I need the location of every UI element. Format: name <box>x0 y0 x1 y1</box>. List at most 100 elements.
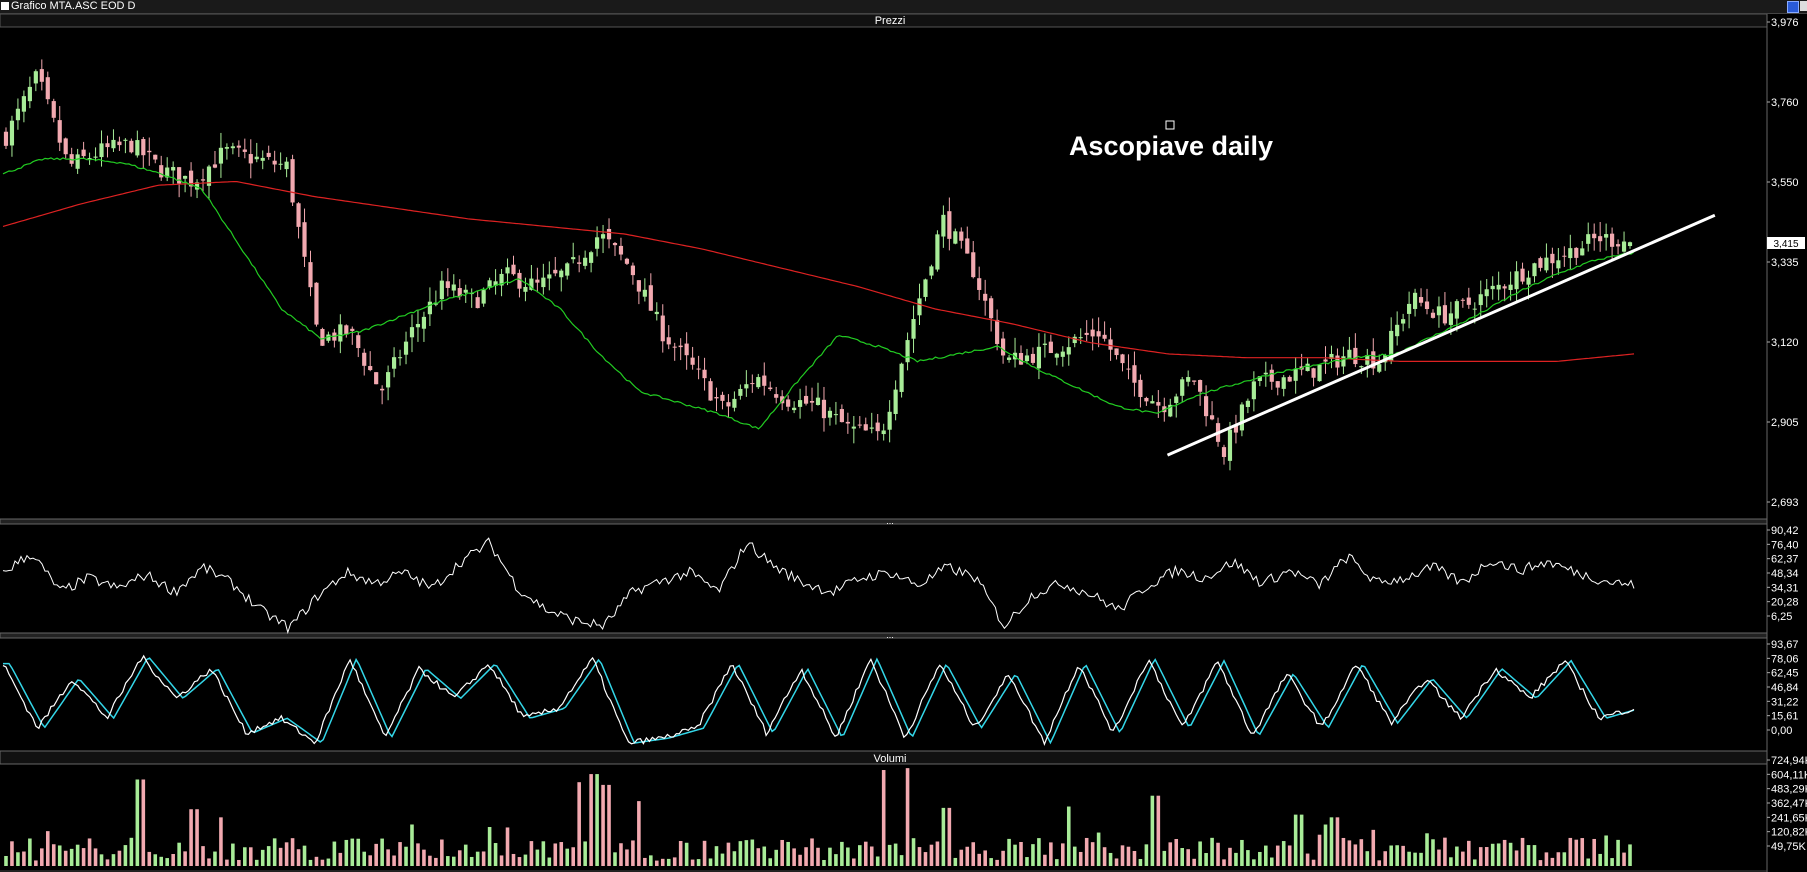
volume-bar <box>45 831 50 866</box>
volume-bar <box>935 841 940 866</box>
volume-bar <box>457 850 462 866</box>
volume-bar <box>1186 849 1190 866</box>
candlestick <box>1209 401 1215 421</box>
volume-bar <box>613 852 617 866</box>
window-close-button[interactable] <box>1800 1 1807 11</box>
volume-bar <box>1568 837 1573 866</box>
panel-splitter[interactable] <box>0 518 1768 525</box>
candlestick <box>188 162 194 197</box>
candlestick <box>666 325 671 350</box>
candlestick <box>1496 271 1501 301</box>
candlestick <box>1132 351 1137 397</box>
volume-bar <box>1526 845 1531 866</box>
axis-tick-label: 6,25 <box>1771 611 1792 623</box>
candlestick <box>1424 288 1430 315</box>
candlestick <box>577 255 582 273</box>
volume-bar <box>99 854 104 866</box>
axis-tick-label: 49,75K <box>1771 841 1807 853</box>
candlestick <box>254 142 259 163</box>
candlestick <box>296 202 301 239</box>
volume-bar <box>1132 850 1137 866</box>
candlestick <box>1412 288 1418 317</box>
volume-bar <box>547 857 552 866</box>
volume-bar <box>726 842 731 866</box>
window-title: Grafico MTA.ASC EOD D <box>11 0 136 12</box>
candlestick <box>1466 287 1471 309</box>
volume-bar <box>517 857 522 866</box>
candlestick <box>1102 321 1107 342</box>
volume-bar <box>219 817 223 866</box>
stock-chart[interactable]: Prezzi Ascopiave daily ... ... Volumi 3,… <box>0 14 1807 872</box>
candlestick <box>403 331 409 365</box>
candlestick <box>983 279 988 316</box>
volume-bar <box>523 854 528 866</box>
volume-bar <box>225 859 229 866</box>
volume-bar <box>326 858 331 866</box>
candlestick <box>368 351 373 372</box>
value-axis <box>1767 14 1807 872</box>
volume-bar <box>1550 857 1555 866</box>
candlestick <box>738 384 743 400</box>
candlestick <box>1287 375 1292 382</box>
volume-bar <box>248 847 253 866</box>
volume-bar <box>822 859 826 866</box>
volume-bar <box>565 848 570 866</box>
candlestick <box>893 380 898 421</box>
axis-tick-label: 724,94K <box>1771 755 1807 767</box>
volume-bar <box>1455 846 1459 866</box>
volume-bar <box>1467 840 1471 866</box>
candlestick <box>1484 279 1489 308</box>
candlestick <box>272 150 277 173</box>
volume-bar <box>69 848 74 866</box>
panel-splitter[interactable] <box>0 632 1768 639</box>
candlestick <box>463 284 468 303</box>
volume-bar <box>493 843 498 866</box>
volume-bar <box>804 847 808 866</box>
candlestick <box>1580 241 1585 256</box>
candlestick <box>236 140 241 157</box>
volume-bar <box>422 849 426 866</box>
trendline-handle[interactable] <box>1165 120 1175 130</box>
candlestick <box>1066 336 1071 366</box>
volume-bar <box>34 860 38 866</box>
candlestick <box>224 143 229 160</box>
candlestick <box>1001 331 1006 364</box>
volume-bar <box>1299 814 1304 866</box>
volume-bar <box>123 845 128 866</box>
candlestick <box>1347 336 1352 359</box>
candlestick <box>45 71 50 105</box>
candlestick <box>977 266 982 301</box>
volume-bar <box>1234 852 1238 866</box>
volume-bar <box>1520 837 1525 866</box>
volume-bar <box>1293 814 1298 866</box>
candlestick <box>1150 395 1155 404</box>
candlestick <box>1084 320 1089 342</box>
window-titlebar: Grafico MTA.ASC EOD D <box>0 0 1807 14</box>
volume-bar <box>1108 852 1113 866</box>
candlestick <box>362 348 367 376</box>
volume-bar <box>1144 844 1149 866</box>
volume-bar <box>553 843 558 866</box>
candlestick <box>702 357 707 391</box>
volume-bar <box>1341 837 1346 866</box>
window-restore-button[interactable] <box>1787 1 1799 13</box>
trendline[interactable] <box>1166 213 1716 457</box>
candlestick <box>33 69 38 92</box>
volume-bar <box>846 847 850 866</box>
candlestick <box>409 314 415 353</box>
volume-bar <box>111 854 116 866</box>
rsi-panel-grip[interactable]: ... <box>886 516 894 526</box>
volume-bar <box>87 838 92 866</box>
price-panel[interactable]: Ascopiave daily <box>2 59 1716 471</box>
volume-bar <box>1514 850 1519 866</box>
stoch-panel-grip[interactable]: ... <box>886 630 894 640</box>
volume-bar <box>344 839 349 866</box>
volume-bar <box>959 849 964 866</box>
candlestick <box>290 154 295 207</box>
volume-bar <box>666 858 671 866</box>
candlestick <box>1538 256 1543 272</box>
candlestick <box>768 381 773 391</box>
volume-bar <box>1329 817 1334 866</box>
volume-bar <box>1037 838 1041 866</box>
candlestick <box>1502 284 1507 302</box>
